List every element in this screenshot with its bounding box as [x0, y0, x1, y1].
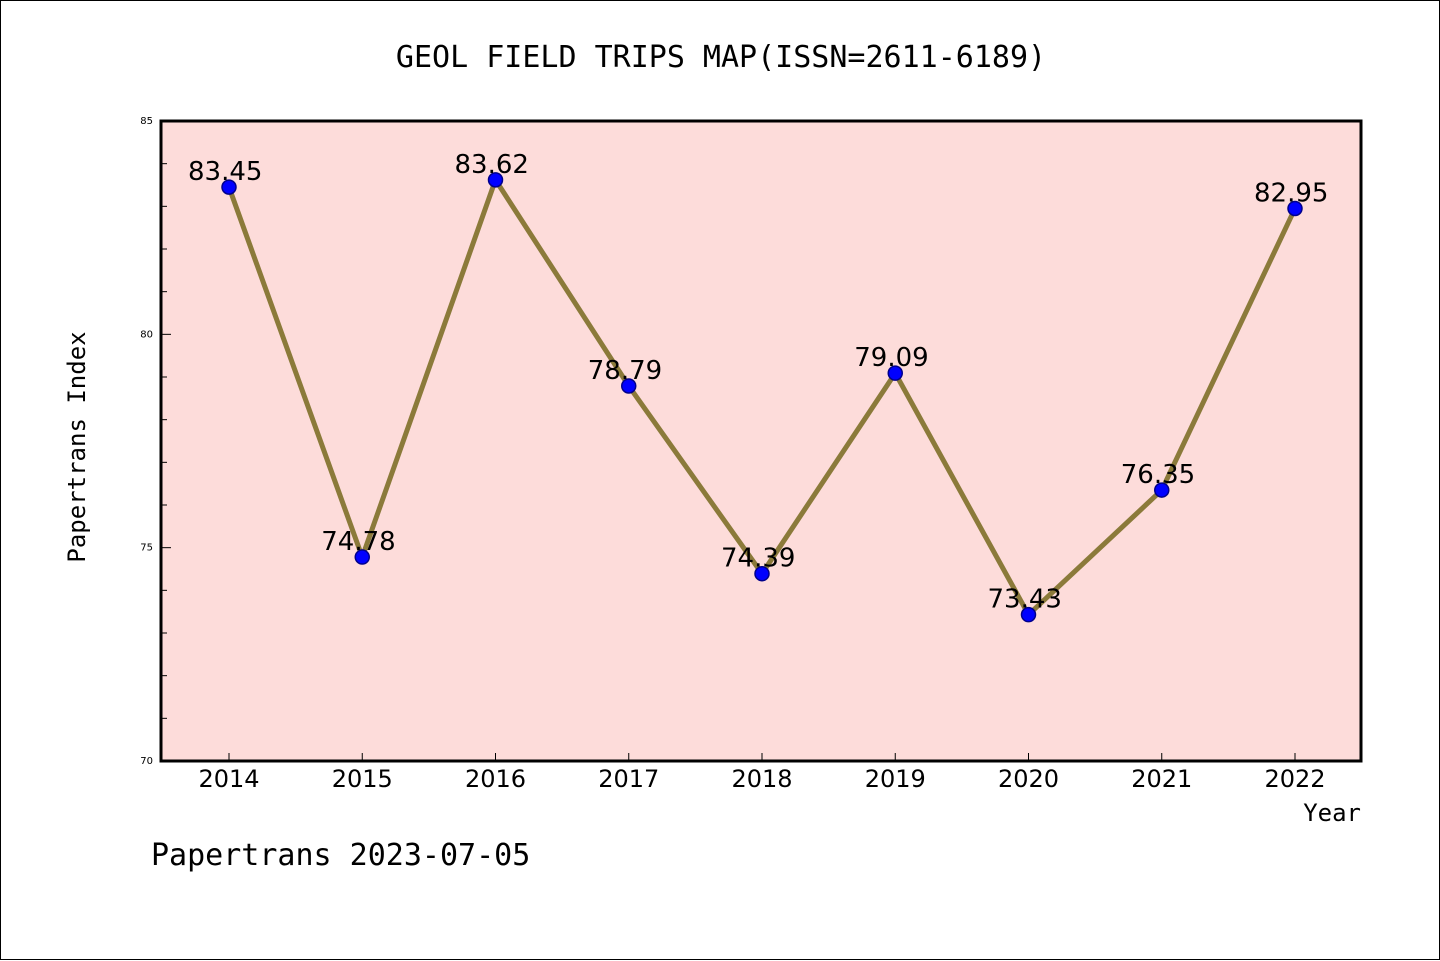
x-tick-label: 2015	[332, 765, 393, 793]
y-tick-label: 80	[140, 329, 153, 340]
x-tick-label: 2016	[465, 765, 526, 793]
data-point	[887, 365, 903, 381]
data-markers	[221, 172, 1303, 623]
data-point	[754, 565, 770, 582]
chart-title: GEOL FIELD TRIPS MAP(ISSN=2611-6189)	[396, 40, 1046, 75]
data-point	[1020, 606, 1037, 623]
x-tick-label: 2020	[998, 765, 1059, 793]
data-label: 76.35	[1121, 460, 1195, 490]
x-tick-label: 2022	[1264, 765, 1325, 793]
data-label: 82.95	[1254, 178, 1328, 208]
plot-area	[161, 121, 1361, 761]
data-point	[487, 172, 504, 188]
data-point	[621, 378, 637, 394]
footer-date-text: Papertrans 2023-07-05	[151, 838, 530, 873]
data-point	[221, 179, 237, 195]
data-label: 83.45	[188, 157, 262, 187]
data-label: 83.62	[455, 150, 529, 180]
y-tick-label: 85	[140, 116, 153, 127]
x-axis-title: Year	[1303, 799, 1361, 827]
data-point	[1154, 482, 1170, 498]
x-axis: 2014 2015 2016 2017 2018 2019 2020 2021 2022	[198, 753, 1326, 793]
data-label: 74.78	[321, 527, 395, 557]
x-tick-label: 2018	[731, 765, 792, 793]
data-label: 78.79	[588, 356, 662, 386]
x-tick-label: 2017	[598, 765, 659, 793]
y-tick-label: 70	[140, 756, 153, 767]
data-label: 74.39	[721, 544, 795, 574]
data-point	[1287, 200, 1303, 217]
data-label: 79.09	[854, 343, 928, 373]
data-point	[354, 549, 370, 565]
y-axis-title: Papertrans Index	[63, 331, 91, 562]
x-tick-label: 2014	[198, 765, 259, 793]
x-tick-label: 2021	[1131, 765, 1192, 793]
y-tick-label: 75	[140, 543, 153, 554]
data-labels: 83.45 74.78 83.62 78.79 74.39 79.09 73.43 76.35…	[188, 150, 1328, 615]
plot-border	[159, 119, 1363, 763]
data-label: 73.43	[988, 585, 1062, 615]
x-tick-label: 2019	[865, 765, 926, 793]
